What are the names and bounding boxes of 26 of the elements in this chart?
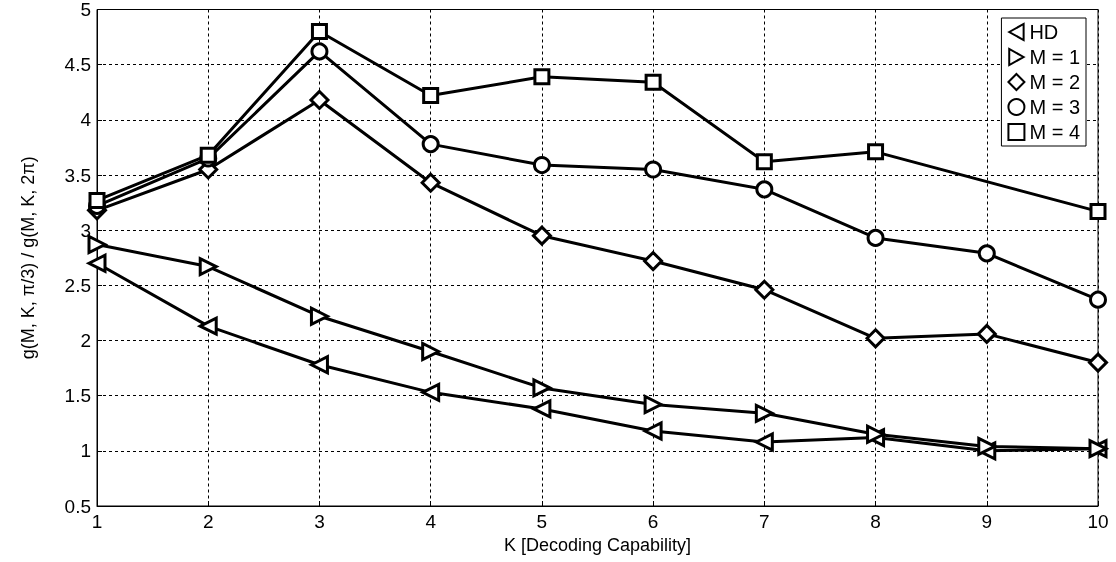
x-tick-label: 5 <box>536 511 548 532</box>
legend-label: M = 2 <box>1029 71 1080 93</box>
x-tick-label: 8 <box>870 511 881 532</box>
legend-label: M = 1 <box>1029 46 1080 68</box>
x-tick-label: 4 <box>425 511 437 532</box>
y-tick-label: 2.5 <box>64 274 91 296</box>
y-tick-label: 4.5 <box>64 54 91 76</box>
x-tick-label: 3 <box>314 511 325 532</box>
legend-label: M = 4 <box>1029 121 1080 143</box>
y-tick-label: 1 <box>80 440 91 462</box>
x-tick-label: 10 <box>1087 511 1109 532</box>
legend-label: M = 3 <box>1029 96 1080 118</box>
x-tick-label: 7 <box>759 511 770 532</box>
y-tick-label: 5 <box>80 0 91 20</box>
x-tick-label: 6 <box>647 511 659 532</box>
x-tick-label: 9 <box>981 511 993 532</box>
y-tick-label: 2 <box>80 330 91 351</box>
y-tick-label: 1.5 <box>64 385 91 407</box>
x-axis-title: K [Decoding Capability] <box>503 535 692 555</box>
legend-label: HD <box>1029 21 1059 43</box>
y-tick-label: 4 <box>80 109 92 131</box>
x-tick-label: 2 <box>202 511 214 532</box>
y-tick-label: 0.5 <box>64 495 91 517</box>
y-tick-label: 3 <box>80 219 91 241</box>
y-tick-label: 3.5 <box>64 164 91 186</box>
y-axis-title: g(M, K, π/3) / g(M, K, 2π) <box>18 156 38 360</box>
